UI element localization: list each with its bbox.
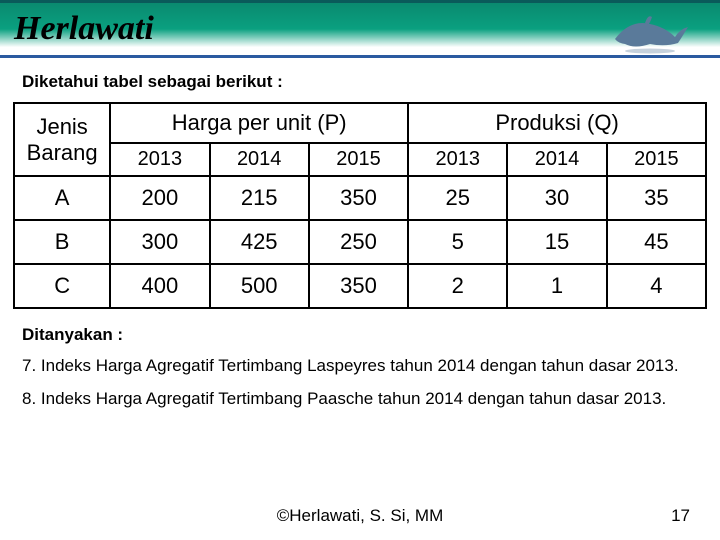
dolphin-icon xyxy=(610,9,690,55)
table-row: A 200 215 350 25 30 35 xyxy=(14,176,706,220)
table-year: 2013 xyxy=(408,143,507,176)
cell: 350 xyxy=(309,176,408,220)
table-year: 2015 xyxy=(309,143,408,176)
cell: 250 xyxy=(309,220,408,264)
table-group-price: Harga per unit (P) xyxy=(110,103,408,143)
page-number: 17 xyxy=(671,506,690,526)
cell: 200 xyxy=(110,176,209,220)
question-8: 8. Indeks Harga Agregatif Tertimbang Paa… xyxy=(22,388,698,411)
question-7: 7. Indeks Harga Agregatif Tertimbang Las… xyxy=(22,355,698,378)
cell: 1 xyxy=(507,264,606,308)
table-year: 2015 xyxy=(607,143,706,176)
cell: 500 xyxy=(210,264,309,308)
table-year: 2014 xyxy=(210,143,309,176)
cell: 25 xyxy=(408,176,507,220)
table-year: 2013 xyxy=(110,143,209,176)
cell: 425 xyxy=(210,220,309,264)
row-label: A xyxy=(14,176,110,220)
cell: 30 xyxy=(507,176,606,220)
cell: 5 xyxy=(408,220,507,264)
intro-text: Diketahui tabel sebagai berikut : xyxy=(22,72,720,92)
cell: 4 xyxy=(607,264,706,308)
cell: 215 xyxy=(210,176,309,220)
cell: 400 xyxy=(110,264,209,308)
data-table: Jenis Barang Harga per unit (P) Produksi… xyxy=(13,102,707,309)
table-row: B 300 425 250 5 15 45 xyxy=(14,220,706,264)
cell: 15 xyxy=(507,220,606,264)
cell: 35 xyxy=(607,176,706,220)
cell: 300 xyxy=(110,220,209,264)
cell: 45 xyxy=(607,220,706,264)
slide-header: Herlawati xyxy=(0,0,720,58)
table-row: C 400 500 350 2 1 4 xyxy=(14,264,706,308)
author-name: Herlawati xyxy=(14,10,154,48)
footer-copyright: ©Herlawati, S. Si, MM xyxy=(0,506,720,526)
table-group-production: Produksi (Q) xyxy=(408,103,706,143)
row-label: B xyxy=(14,220,110,264)
asked-label: Ditanyakan : xyxy=(22,325,720,345)
table-corner: Jenis Barang xyxy=(14,103,110,176)
table-year: 2014 xyxy=(507,143,606,176)
cell: 350 xyxy=(309,264,408,308)
cell: 2 xyxy=(408,264,507,308)
row-label: C xyxy=(14,264,110,308)
